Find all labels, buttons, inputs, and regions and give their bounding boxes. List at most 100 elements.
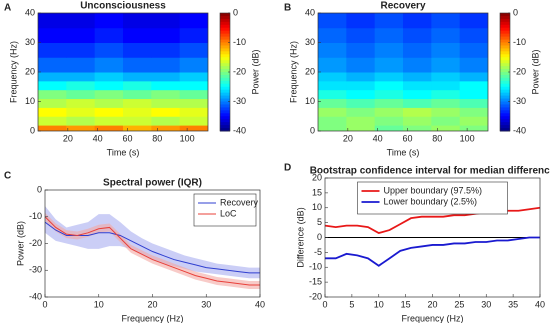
legend-label: Lower boundary (2.5%) bbox=[384, 196, 478, 206]
x-axis-label: Frequency (Hz) bbox=[121, 313, 183, 323]
heat-cell bbox=[346, 116, 376, 126]
x-tick-label: 25 bbox=[454, 299, 464, 309]
x-tick-label: 100 bbox=[460, 133, 475, 143]
colorbar-swatch bbox=[500, 15, 510, 20]
heat-cell bbox=[179, 42, 208, 58]
heat-cell bbox=[318, 89, 347, 100]
colorbar-swatch bbox=[500, 72, 510, 76]
colorbar-swatch bbox=[500, 54, 510, 58]
x-tick-label: 30 bbox=[201, 299, 211, 309]
heat-cell bbox=[459, 98, 488, 108]
heat-cell bbox=[346, 57, 376, 73]
heat-cell bbox=[94, 107, 124, 117]
x-tick-label: 40 bbox=[255, 299, 265, 309]
colorbar-swatch bbox=[220, 13, 230, 17]
heat-cell bbox=[123, 98, 152, 108]
heat-cell bbox=[66, 57, 96, 73]
colorbar-swatch bbox=[220, 57, 230, 61]
heat-cell bbox=[179, 116, 208, 126]
x-tick-label: 0 bbox=[322, 299, 327, 309]
colorbar-swatch bbox=[220, 15, 230, 20]
heat-cell bbox=[94, 125, 124, 131]
heat-cell bbox=[123, 27, 152, 43]
heat-cell bbox=[66, 27, 96, 43]
y-tick-label: 0 bbox=[310, 125, 315, 135]
heat-cell bbox=[38, 116, 67, 126]
heat-cell bbox=[374, 42, 404, 58]
y-tick-label: -10 bbox=[309, 262, 322, 272]
colorbar-swatch bbox=[220, 54, 230, 58]
y-tick-label: -20 bbox=[309, 291, 322, 301]
colorbar-swatch bbox=[220, 119, 230, 123]
series-line bbox=[45, 216, 260, 286]
colorbar-swatch bbox=[220, 113, 230, 117]
heat-cell bbox=[459, 89, 488, 100]
heat-cell bbox=[318, 42, 347, 58]
heat-cell bbox=[403, 42, 432, 58]
iqr-band bbox=[45, 212, 260, 289]
heat-cell bbox=[318, 72, 347, 82]
x-axis-label: Time (s) bbox=[107, 147, 140, 157]
heat-cell bbox=[38, 42, 67, 58]
y-tick-label: 10 bbox=[25, 96, 35, 106]
heat-cell bbox=[94, 13, 124, 29]
heat-cell bbox=[38, 72, 67, 82]
heat-cell bbox=[431, 72, 461, 82]
colorbar-swatch bbox=[220, 116, 230, 120]
colorbar-swatch bbox=[500, 48, 510, 52]
heat-cell bbox=[94, 89, 124, 100]
y-tick-label: -5 bbox=[314, 247, 322, 257]
plot-area bbox=[38, 13, 208, 131]
y-tick-label: 5 bbox=[317, 217, 322, 227]
heat-cell bbox=[459, 125, 488, 131]
heat-cell bbox=[374, 57, 404, 73]
heat-cell bbox=[38, 125, 67, 131]
heat-cell bbox=[403, 72, 432, 82]
colorbar-swatch bbox=[220, 89, 230, 94]
heat-cell bbox=[374, 89, 404, 100]
heat-cell bbox=[179, 27, 208, 43]
heat-cell bbox=[346, 13, 376, 29]
y-tick-label: -40 bbox=[29, 291, 42, 301]
heat-cell bbox=[151, 72, 181, 82]
colorbar-swatch bbox=[220, 30, 230, 35]
heat-cell bbox=[66, 13, 96, 29]
heat-cell bbox=[346, 107, 376, 117]
colorbar-swatch bbox=[500, 98, 510, 102]
heat-cell bbox=[431, 13, 461, 29]
x-tick-label: 20 bbox=[343, 133, 353, 143]
colorbar-swatch bbox=[500, 27, 510, 32]
x-tick-label: 15 bbox=[401, 299, 411, 309]
heat-cell bbox=[459, 27, 488, 43]
colorbar-swatch bbox=[500, 51, 510, 55]
heat-cell bbox=[403, 98, 432, 108]
colorbar-swatch bbox=[500, 13, 510, 17]
heat-cell bbox=[94, 27, 124, 43]
x-tick-label: 80 bbox=[152, 133, 162, 143]
x-tick-label: 40 bbox=[93, 133, 103, 143]
x-tick-label: 35 bbox=[508, 299, 518, 309]
y-axis-label: Frequency (Hz) bbox=[8, 41, 18, 103]
panel-label: B bbox=[284, 3, 291, 14]
heat-cell bbox=[459, 107, 488, 117]
panel-label: A bbox=[4, 3, 11, 14]
colorbar-swatch bbox=[500, 83, 510, 88]
heat-cell bbox=[66, 116, 96, 126]
heat-cell bbox=[374, 116, 404, 126]
heat-cell bbox=[403, 125, 432, 131]
y-tick-label: 40 bbox=[305, 7, 315, 17]
colorbar-swatch bbox=[220, 45, 230, 49]
heat-cell bbox=[403, 89, 432, 100]
heat-cell bbox=[151, 125, 181, 131]
heat-cell bbox=[403, 13, 432, 29]
heat-cell bbox=[123, 89, 152, 100]
legend-box bbox=[357, 181, 508, 215]
heat-cell bbox=[403, 107, 432, 117]
colorbar-swatch bbox=[500, 113, 510, 117]
heat-cell bbox=[431, 57, 461, 73]
plot-area bbox=[318, 13, 488, 131]
legend-label: Recovery bbox=[220, 197, 259, 207]
heat-cell bbox=[179, 107, 208, 117]
colorbar-swatch bbox=[220, 80, 230, 85]
